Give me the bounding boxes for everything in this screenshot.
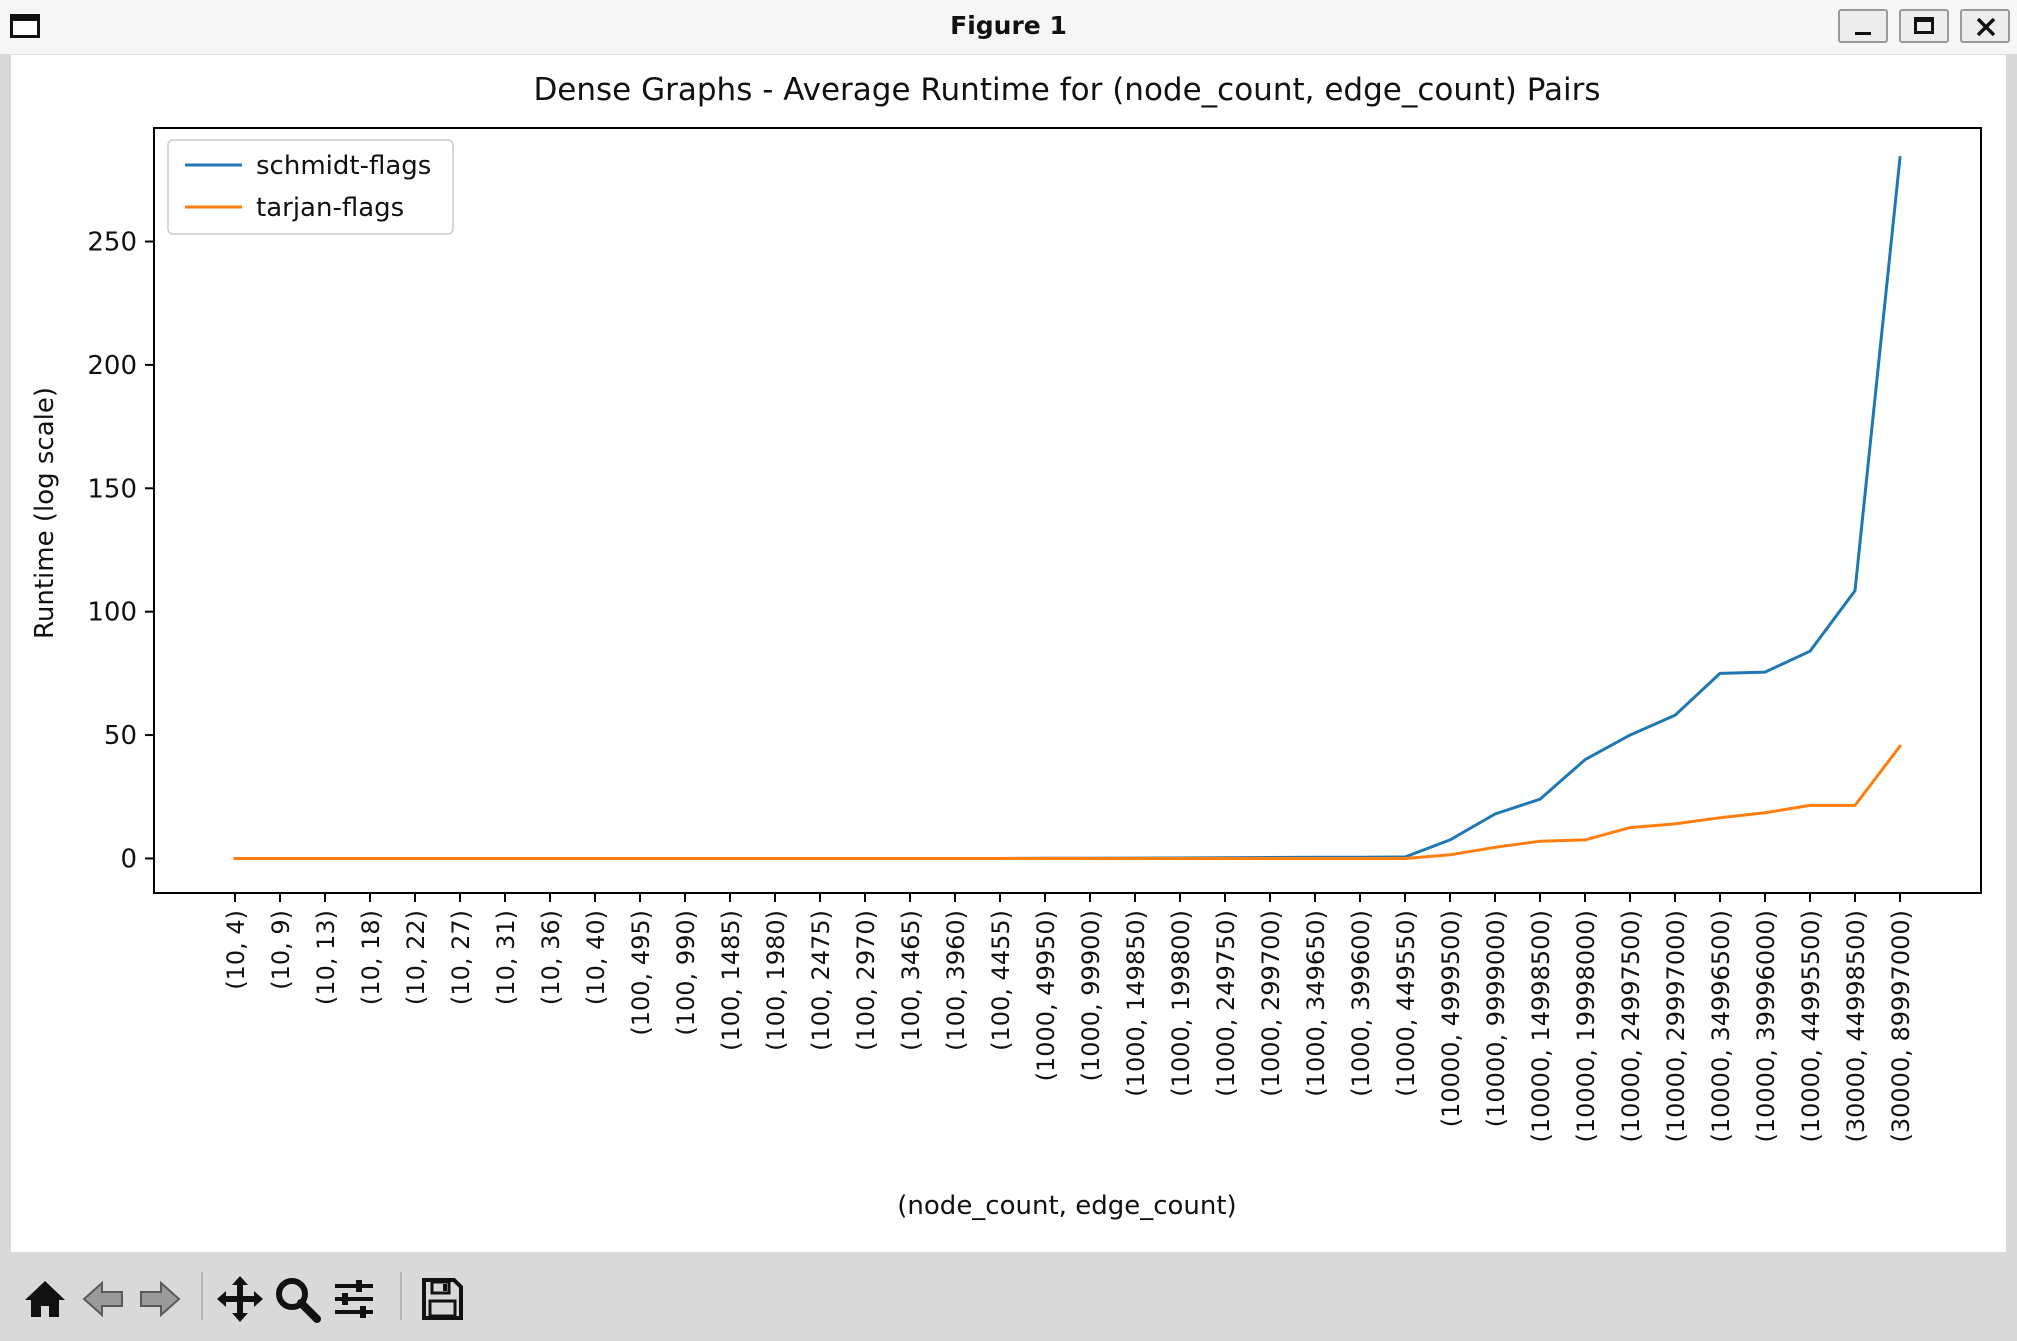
x-tick-label: (100, 4455)	[987, 910, 1015, 1051]
x-tick-label: (10000, 14998500)	[1527, 910, 1555, 1143]
figure-canvas[interactable]: Dense Graphs - Average Runtime for (node…	[11, 55, 2006, 1252]
x-tick-label: (100, 990)	[672, 910, 700, 1036]
save-floppy-icon	[422, 1278, 463, 1320]
x-tick-label: (100, 2970)	[852, 910, 880, 1051]
series-line-tarjan-flags	[233, 744, 1903, 860]
window-title: Figure 1	[950, 11, 1067, 40]
x-tick-label: (10000, 9999000)	[1482, 910, 1510, 1127]
pan-move-icon	[217, 1276, 263, 1322]
x-tick-label: (10, 36)	[537, 910, 565, 1005]
home-button[interactable]	[20, 1274, 70, 1324]
x-tick-label: (10000, 4999500)	[1437, 910, 1465, 1127]
x-tick-label: (100, 1485)	[717, 910, 745, 1051]
x-tick-label: (10, 18)	[357, 910, 385, 1005]
configure-subplots-button[interactable]	[329, 1274, 379, 1324]
x-tick-label: (10000, 24997500)	[1617, 910, 1645, 1143]
legend-label: tarjan-flags	[256, 193, 404, 223]
zoom-magnifier-icon	[276, 1278, 321, 1323]
x-tick-label: (1000, 199800)	[1167, 910, 1195, 1097]
x-tick-label: (100, 2475)	[807, 910, 835, 1051]
y-tick-label: 0	[120, 844, 137, 874]
y-tick-label: 150	[87, 474, 137, 504]
x-tick-label: (10, 31)	[492, 910, 520, 1005]
x-tick-label: (100, 495)	[627, 910, 655, 1036]
forward-arrow-icon	[140, 1280, 181, 1318]
x-tick-label: (100, 3465)	[897, 910, 925, 1051]
x-tick-label: (1000, 99900)	[1077, 910, 1105, 1081]
legend[interactable]: schmidt-flags tarjan-flags	[167, 139, 454, 235]
line-chart: Dense Graphs - Average Runtime for (node…	[30, 72, 1982, 1221]
window-border-right	[2006, 54, 2017, 1341]
maximize-button[interactable]	[1899, 9, 1949, 43]
y-axis-label: Runtime (log scale)	[30, 387, 60, 639]
back-arrow-icon	[82, 1280, 123, 1318]
y-tick-label: 250	[87, 228, 137, 258]
x-tick-label: (10000, 34996500)	[1707, 910, 1735, 1143]
x-tick-label: (10, 13)	[312, 910, 340, 1005]
y-tick-label: 50	[104, 721, 137, 751]
x-tick-label: (10, 4)	[222, 910, 250, 990]
title-bar: Figure 1	[0, 0, 2017, 55]
x-tick-label: (10000, 44995500)	[1797, 910, 1825, 1143]
y-tick-label: 200	[87, 351, 137, 381]
x-tick-label: (10, 22)	[402, 910, 430, 1005]
forward-button[interactable]	[135, 1274, 185, 1324]
save-button[interactable]	[417, 1274, 467, 1324]
legend-label: schmidt-flags	[256, 151, 431, 181]
x-tick-label: (10, 27)	[447, 910, 475, 1005]
y-axis: 0 50 100 150 200 250	[87, 228, 154, 874]
back-button[interactable]	[78, 1274, 128, 1324]
close-icon	[1976, 18, 1996, 36]
x-tick-label: (10000, 19998000)	[1572, 910, 1600, 1143]
window-border-left	[0, 54, 11, 1341]
x-tick-label: (10000, 29997000)	[1662, 910, 1690, 1143]
window-icon[interactable]	[10, 14, 40, 38]
x-tick-label: (1000, 349650)	[1302, 910, 1330, 1097]
x-tick-label: (1000, 449550)	[1392, 910, 1420, 1097]
axes-frame	[153, 127, 1982, 894]
y-tick-label: 100	[87, 598, 137, 628]
x-tick-label: (10, 9)	[267, 910, 295, 990]
plot-lines	[233, 155, 1903, 860]
x-tick-label: (1000, 249750)	[1212, 910, 1240, 1097]
x-tick-label: (1000, 399600)	[1347, 910, 1375, 1097]
minimize-button[interactable]	[1838, 9, 1888, 43]
navigation-toolbar	[11, 1252, 2006, 1341]
x-tick-label: (10000, 39996000)	[1752, 910, 1780, 1143]
x-tick-label: (1000, 299700)	[1257, 910, 1285, 1097]
series-line-schmidt-flags	[233, 155, 1902, 860]
home-icon	[25, 1281, 65, 1317]
x-axis: (10, 4) (10, 9) (10, 13) (10, 18) (10, 22) (1…	[222, 893, 1915, 1143]
x-axis-label: (node_count, edge_count)	[897, 1191, 1236, 1221]
x-tick-label: (30000, 89997000)	[1887, 910, 1915, 1143]
x-tick-label: (10, 40)	[582, 910, 610, 1005]
zoom-button[interactable]	[272, 1274, 322, 1324]
x-tick-label: (30000, 44998500)	[1842, 910, 1870, 1143]
configure-subplots-icon	[335, 1280, 373, 1318]
close-button[interactable]	[1960, 9, 2010, 43]
toolbar-separator	[201, 1272, 203, 1320]
pan-button[interactable]	[215, 1274, 265, 1324]
x-tick-label: (100, 1980)	[762, 910, 790, 1051]
toolbar-separator	[400, 1272, 402, 1320]
chart-title: Dense Graphs - Average Runtime for (node…	[533, 72, 1600, 108]
x-tick-label: (1000, 49950)	[1032, 910, 1060, 1081]
x-tick-label: (100, 3960)	[942, 910, 970, 1051]
x-tick-label: (1000, 149850)	[1122, 910, 1150, 1097]
